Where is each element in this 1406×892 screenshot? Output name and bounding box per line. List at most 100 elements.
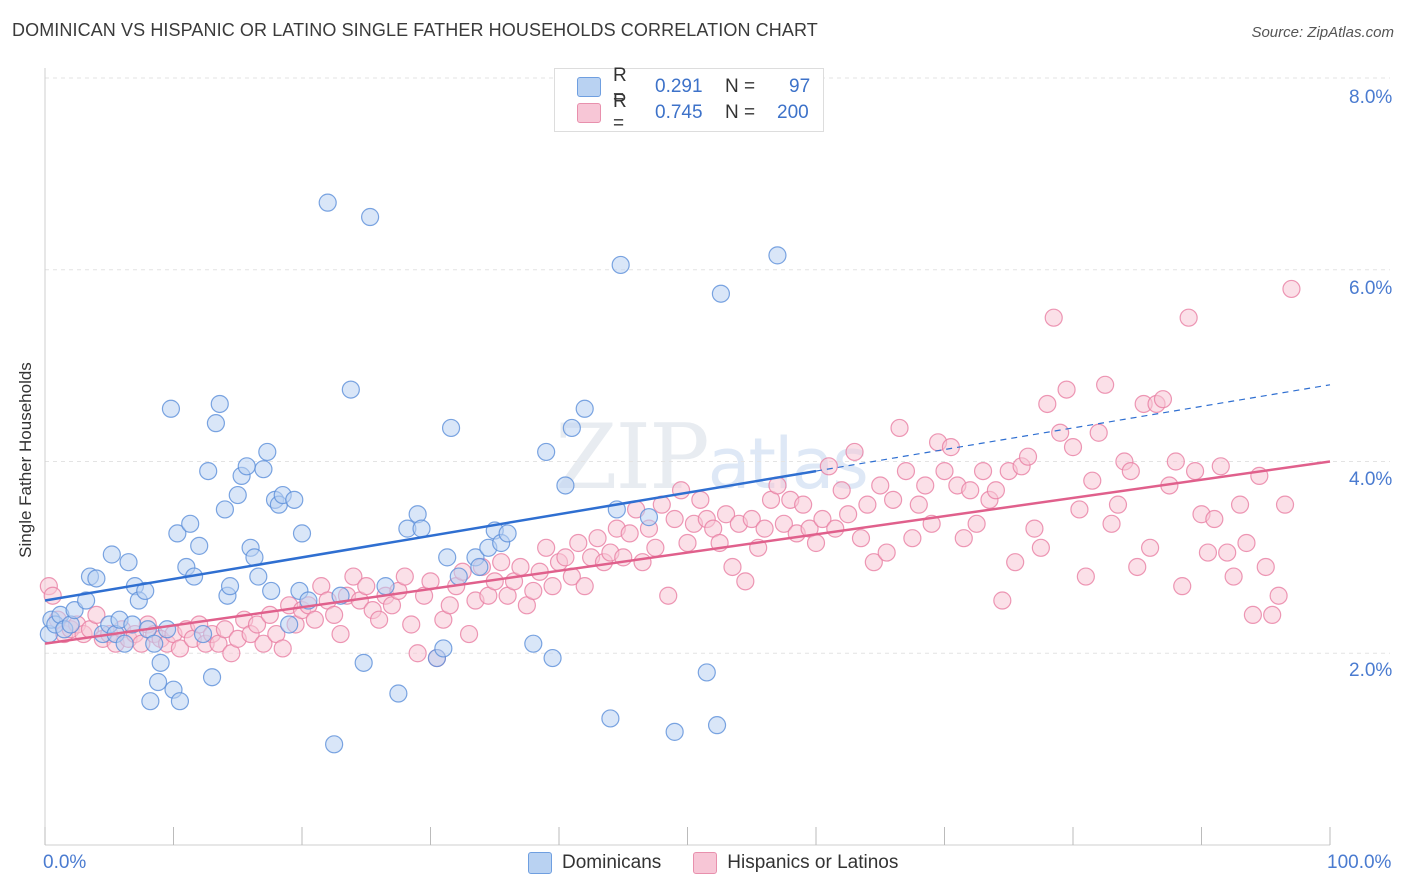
hispanics-point [620,524,639,543]
dominicans-point [228,485,247,505]
hispanics-point [537,538,556,557]
hispanics-point [826,519,845,538]
dominicans-point [87,569,106,588]
dominicans-point [102,545,121,564]
dominicans-point [601,709,620,728]
hispanics-point [1121,461,1140,481]
dominicans-point [354,653,373,672]
dominicans-point [543,648,562,668]
dominicans-point [210,394,229,414]
hispanics-point [832,481,851,500]
dominicans-point [193,624,213,644]
hispanics-point [723,557,742,577]
dominicans-legend-swatch [528,852,552,874]
source-label: Source: ZipAtlas.com [1251,24,1394,41]
dominicans-point [199,461,218,481]
hispanics-point [1108,495,1128,514]
hispanics-point [588,529,607,548]
dominicans-n-value: 97 [789,76,811,97]
dominicans-point [575,399,594,418]
dominicans-point [77,591,96,610]
y-tick-label-4: 4.0% [1349,469,1393,490]
hispanics-point [395,567,414,586]
dominicans-point [237,457,256,476]
dominicans-point [441,418,461,438]
hispanics-point [1044,308,1063,327]
hispanics-point [1275,495,1295,514]
hispanics-r-value: 0.745 [655,102,703,123]
hispanics-point [1006,553,1025,572]
x-tick-label-max: 100.0% [1327,852,1392,873]
hispanics-point [935,461,954,481]
dominicans-trend-line [44,469,817,602]
r-label: R = [613,65,627,108]
dominicans-point [341,380,360,399]
hispanics-point [1198,543,1218,562]
dominicans-point [318,193,337,212]
hispanics-point [543,577,562,596]
r-label: R = [613,91,627,134]
y-axis-label: Single Father Households [16,362,35,558]
hispanics-point [845,442,864,462]
hispanics-point [678,533,697,553]
hispanics-point [1256,557,1275,577]
dominicans-point [285,490,304,509]
hispanics-point [1083,471,1102,490]
hispanics-point [1038,394,1057,414]
dominicans-point [562,418,581,438]
hispanics-point [524,581,543,601]
hispanics-point [967,514,986,533]
hispanics-point [755,519,774,538]
hispanics-point [1063,438,1083,457]
hispanics-point [305,610,324,629]
hispanics-point [973,461,993,481]
hispanics-point [402,615,421,634]
hispanics-point [1185,461,1205,481]
hispanics-point [1018,447,1038,466]
dominicans-point [249,567,268,586]
hispanics-point [1070,500,1089,519]
hispanics-point [370,610,389,629]
dominicans-point [168,524,187,543]
hispanics-point [819,457,838,476]
dominicans-point [524,634,543,653]
n-label: N = [725,102,756,123]
dominicans-swatch [577,77,601,97]
dominicans-point [181,514,200,533]
dominicans-point [148,672,168,692]
dominicans-point [161,399,181,418]
dominicans-legend-label: Dominicans [562,852,662,873]
series-legend: Dominicans Hispanics or Latinos [528,852,930,874]
legend-item-dominicans[interactable]: Dominicans [528,852,661,874]
hispanics-point [1089,423,1108,442]
hispanics-point [1263,605,1282,625]
dominicans-point [537,442,556,462]
hispanics-point [659,586,678,605]
hispanics-point [1051,423,1070,442]
dominicans-point [697,663,716,682]
dominicans-point [215,500,234,519]
dominicans-r-value: 0.291 [655,76,703,97]
dominicans-point [145,634,164,653]
hispanics-point [883,490,903,509]
hispanics-point [716,505,736,524]
hispanics-point [1237,533,1256,553]
hispanics-point [1179,308,1198,327]
legend-item-hispanics[interactable]: Hispanics or Latinos [693,852,898,874]
dominicans-point [376,577,395,596]
x-tick-label-min: 0.0% [43,852,87,873]
hispanics-point [986,481,1006,500]
hispanics-point [954,529,973,548]
dominicans-point [202,668,222,687]
hispanics-point [1218,543,1237,562]
hispanics-point [1269,586,1288,605]
hispanics-point [87,605,106,625]
dominicans-point [170,692,190,711]
hispanics-point [254,634,273,653]
hispanics-point [492,553,511,572]
dominicans-point [190,536,209,555]
hispanics-point [961,481,980,500]
hispanics-point [408,644,427,663]
dominicans-point [292,524,312,543]
